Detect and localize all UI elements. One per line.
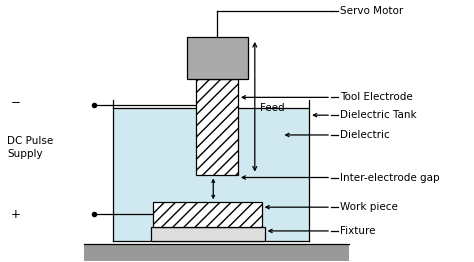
Text: Dielectric: Dielectric — [340, 130, 390, 140]
Text: Inter-electrode gap: Inter-electrode gap — [340, 172, 439, 183]
Text: Fixture: Fixture — [340, 226, 375, 236]
Text: Servo Motor: Servo Motor — [340, 6, 403, 16]
Bar — [153, 202, 262, 227]
Bar — [151, 227, 264, 241]
Bar — [83, 244, 349, 261]
Bar — [113, 108, 309, 241]
Text: −: − — [10, 96, 20, 109]
Text: DC Pulse
Supply: DC Pulse Supply — [8, 136, 54, 159]
Text: Work piece: Work piece — [340, 202, 398, 212]
Bar — [187, 37, 248, 79]
Bar — [196, 79, 238, 174]
Text: Feed: Feed — [260, 103, 284, 113]
Text: Tool Electrode: Tool Electrode — [340, 92, 413, 102]
Text: +: + — [10, 208, 20, 221]
Text: Dielectric Tank: Dielectric Tank — [340, 110, 417, 120]
